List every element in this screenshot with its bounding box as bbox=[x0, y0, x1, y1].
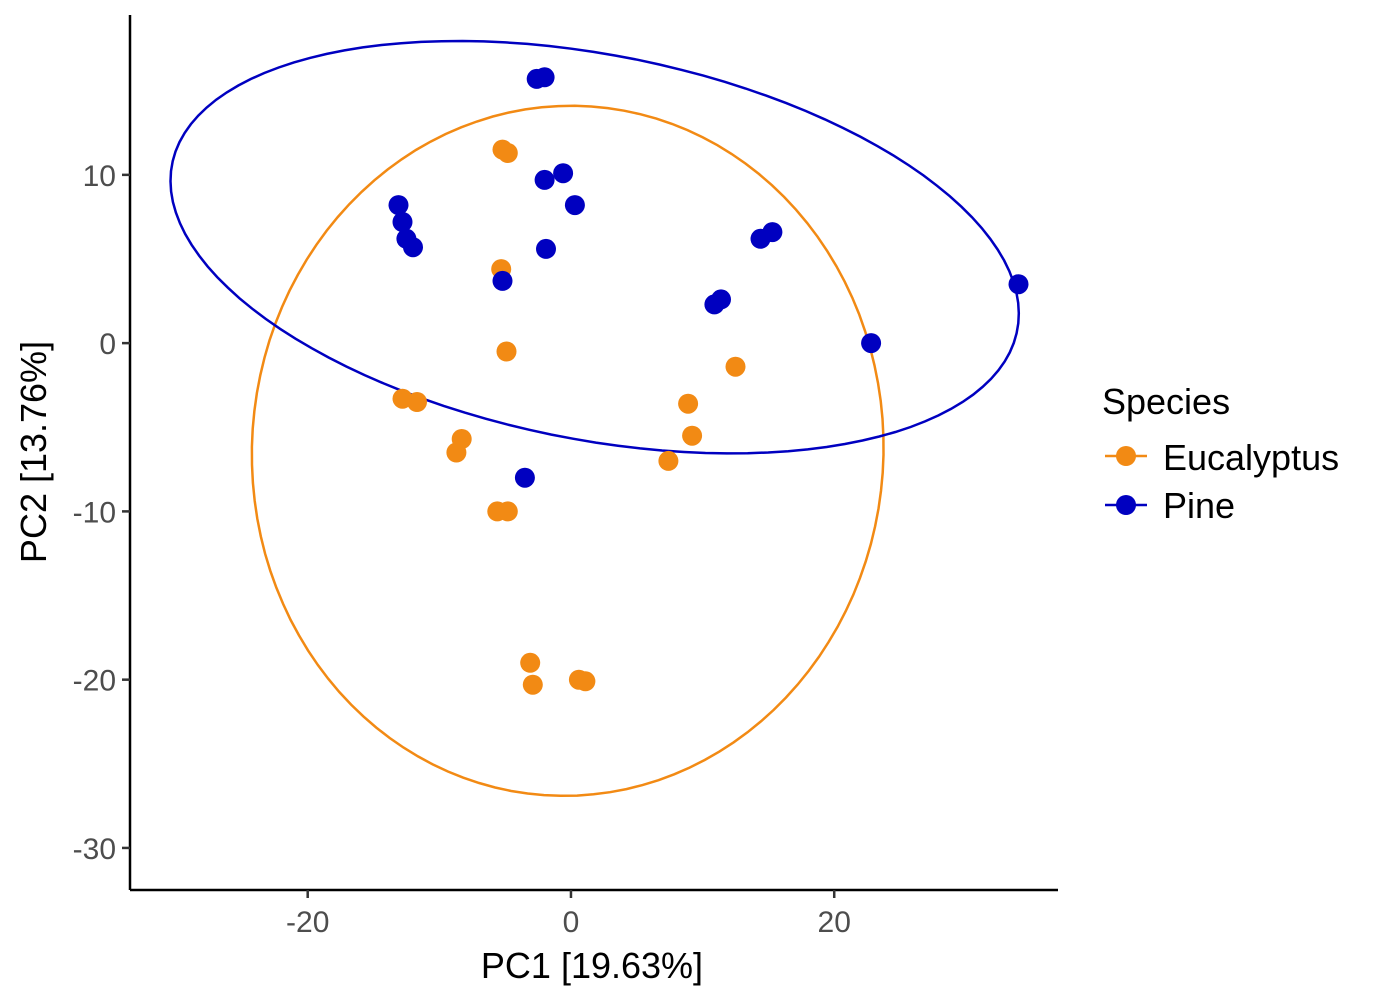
point-eucalyptus bbox=[575, 671, 596, 692]
point-pine bbox=[564, 195, 585, 216]
point-eucalyptus bbox=[497, 501, 518, 522]
point-pine bbox=[1008, 274, 1029, 295]
y-axis-ticks: 10 0 -10 -20 -30 bbox=[73, 160, 130, 866]
ellipse-pine bbox=[169, 39, 1021, 455]
point-pine bbox=[514, 467, 535, 488]
point-pine bbox=[392, 212, 413, 232]
point-eucalyptus bbox=[725, 356, 746, 377]
confidence-ellipses bbox=[169, 39, 1021, 798]
point-pine bbox=[553, 163, 574, 184]
x-tick-label: 0 bbox=[563, 906, 580, 939]
point-pine bbox=[492, 270, 513, 291]
y-tick-label: 0 bbox=[99, 328, 116, 361]
point-pine bbox=[762, 222, 783, 243]
point-pine bbox=[388, 195, 409, 216]
x-tick-label: -20 bbox=[286, 906, 329, 939]
x-tick-label: 20 bbox=[818, 906, 851, 939]
legend-label-pine: Pine bbox=[1163, 485, 1235, 526]
legend-item-pine: Pine bbox=[1105, 485, 1235, 526]
legend: Species Eucalyptus Pine bbox=[1102, 381, 1339, 526]
point-eucalyptus bbox=[497, 143, 518, 163]
point-pine bbox=[861, 333, 882, 354]
point-pine bbox=[534, 169, 555, 190]
x-axis-ticks: -20 0 20 bbox=[286, 890, 851, 939]
point-eucalyptus bbox=[678, 393, 699, 414]
point-eucalyptus bbox=[522, 674, 543, 695]
data-points bbox=[388, 67, 1029, 695]
legend-key-dot-eucalyptus bbox=[1116, 446, 1136, 466]
point-eucalyptus bbox=[520, 652, 541, 673]
legend-title: Species bbox=[1102, 381, 1230, 422]
legend-label-eucalyptus: Eucalyptus bbox=[1163, 437, 1339, 478]
point-eucalyptus bbox=[658, 450, 679, 471]
legend-item-eucalyptus: Eucalyptus bbox=[1105, 437, 1339, 478]
point-pine bbox=[711, 289, 731, 310]
legend-key-dot-pine bbox=[1116, 495, 1136, 515]
y-tick-label: 10 bbox=[83, 160, 116, 193]
point-pine bbox=[403, 237, 423, 258]
ellipse-eucalyptus bbox=[250, 104, 885, 798]
point-eucalyptus bbox=[407, 392, 427, 412]
point-eucalyptus bbox=[446, 442, 467, 463]
point-pine bbox=[536, 238, 556, 259]
point-eucalyptus bbox=[682, 425, 703, 446]
point-eucalyptus bbox=[496, 341, 517, 362]
x-axis-title: PC1 [19.63%] bbox=[481, 945, 703, 986]
y-tick-label: -30 bbox=[73, 833, 116, 866]
y-tick-label: -10 bbox=[73, 496, 116, 529]
y-axis-title: PC2 [13.76%] bbox=[13, 341, 54, 563]
y-tick-label: -20 bbox=[73, 665, 116, 698]
point-pine bbox=[534, 67, 555, 88]
